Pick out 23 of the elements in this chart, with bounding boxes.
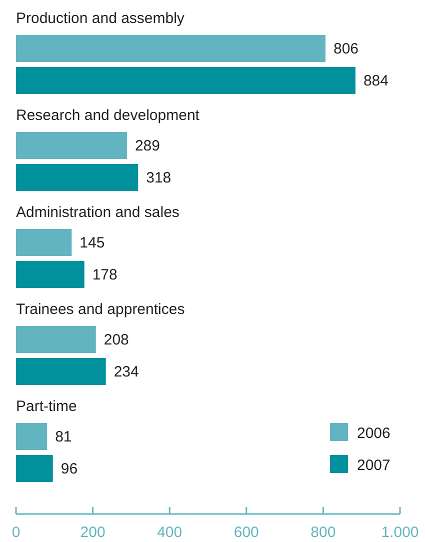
data-label: 81	[55, 428, 72, 446]
data-label: 208	[104, 332, 129, 348]
y-tick-label: Trainees and apprentices	[16, 301, 185, 318]
x-tick-label: 1.000	[381, 524, 419, 541]
data-label: 884	[363, 72, 388, 90]
x-tick-label: 400	[157, 524, 182, 541]
x-tick-label: 200	[80, 524, 106, 541]
data-label: 234	[114, 364, 139, 380]
data-label: 806	[334, 40, 359, 58]
x-tick-label: 0	[12, 524, 20, 541]
data-label: 318	[146, 170, 172, 186]
x-tick-label: 800	[310, 524, 336, 541]
y-tick-label: Production and assembly	[16, 10, 185, 27]
data-label: 96	[60, 460, 78, 478]
x-tick-label: 600	[234, 524, 259, 541]
data-label: 145	[80, 234, 105, 252]
y-tick-label: Research and development	[16, 107, 200, 124]
data-label: 289	[134, 138, 160, 154]
y-tick-label: Administration and sales	[16, 204, 180, 221]
legend-label: 2007	[357, 457, 390, 474]
y-tick-label: Part-time	[16, 398, 77, 415]
legend-label: 2006	[357, 425, 390, 442]
data-label: 178	[92, 266, 118, 284]
